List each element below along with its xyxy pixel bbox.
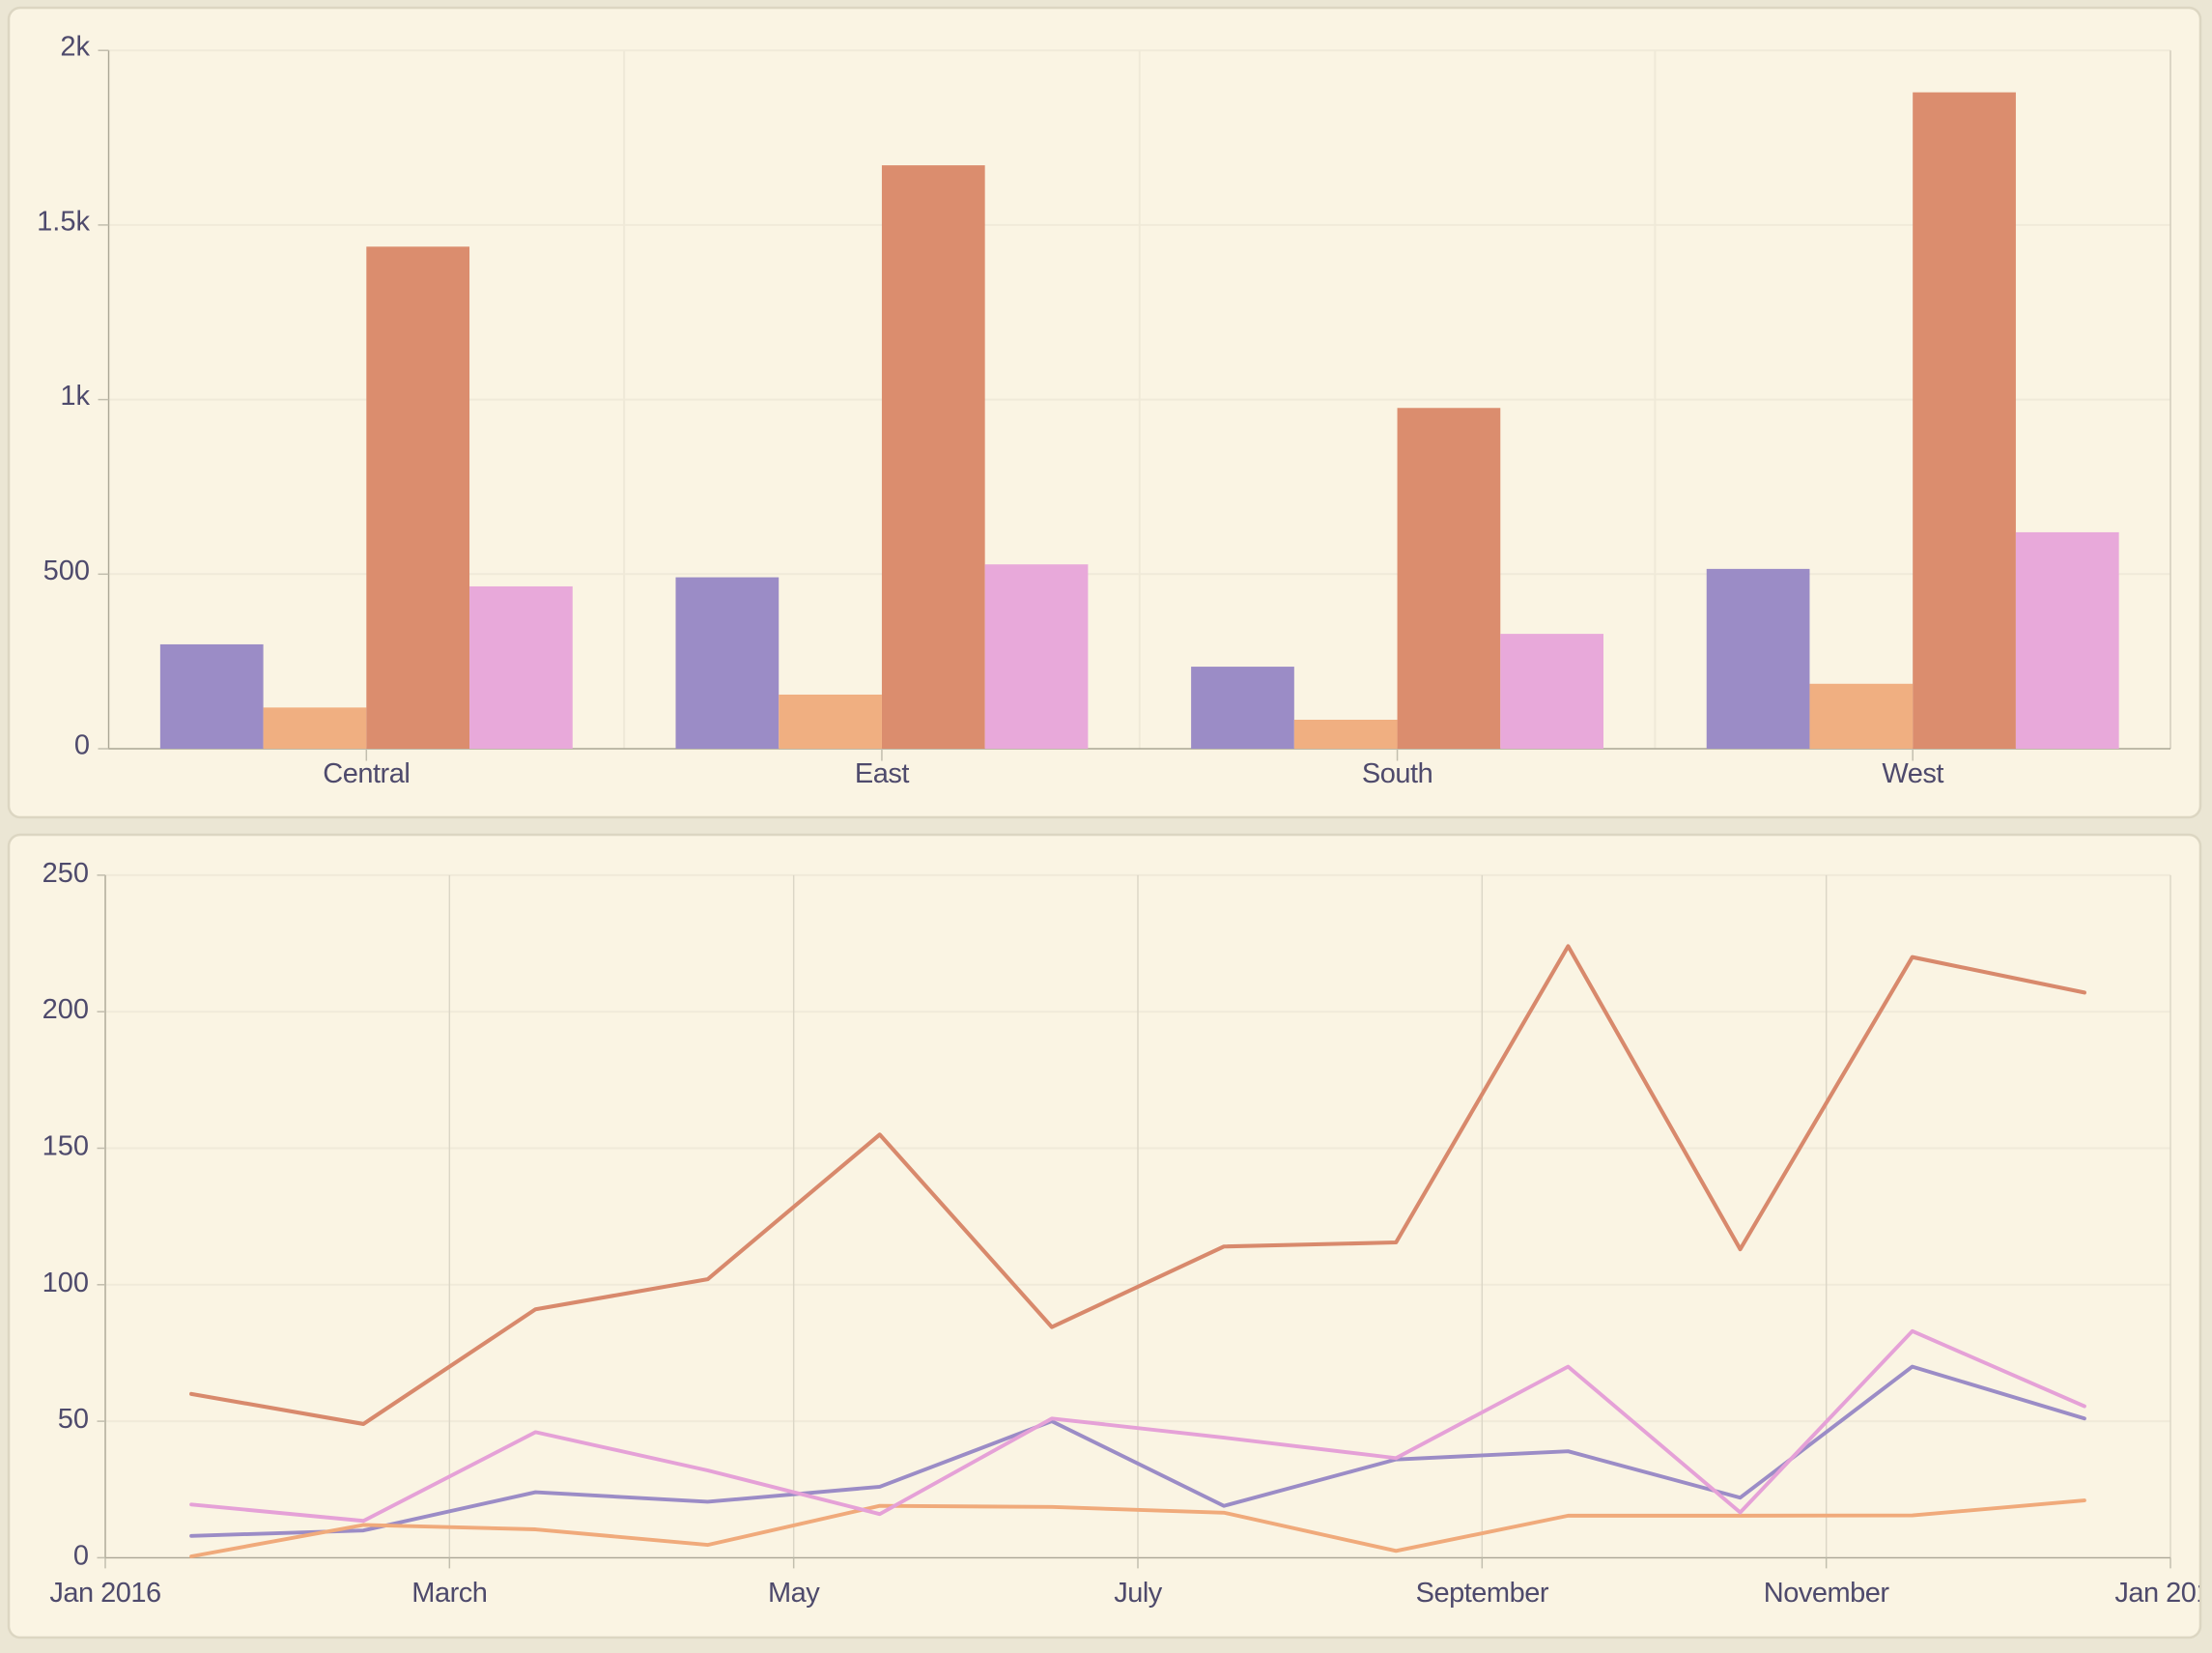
svg-text:July: July [1114, 1578, 1163, 1609]
svg-text:1.5k: 1.5k [37, 206, 90, 237]
svg-text:500: 500 [43, 556, 90, 586]
svg-text:250: 250 [43, 858, 89, 889]
svg-text:Jan 2017: Jan 2017 [2114, 1578, 2212, 1609]
svg-text:0: 0 [73, 1540, 89, 1571]
svg-text:150: 150 [43, 1131, 89, 1162]
svg-text:100: 100 [43, 1268, 89, 1298]
svg-text:South: South [1362, 758, 1432, 789]
svg-text:0: 0 [74, 730, 90, 761]
svg-text:Central: Central [323, 758, 410, 789]
svg-text:May: May [768, 1578, 820, 1609]
svg-text:West: West [1882, 758, 1943, 789]
svg-text:50: 50 [58, 1404, 89, 1435]
svg-text:1k: 1k [60, 381, 90, 412]
svg-text:September: September [1416, 1578, 1549, 1609]
svg-text:November: November [1764, 1578, 1890, 1609]
svg-text:200: 200 [43, 994, 89, 1025]
svg-text:2k: 2k [60, 32, 90, 63]
svg-text:March: March [411, 1578, 487, 1609]
svg-text:East: East [855, 758, 909, 789]
svg-text:Jan 2016: Jan 2016 [49, 1578, 160, 1609]
